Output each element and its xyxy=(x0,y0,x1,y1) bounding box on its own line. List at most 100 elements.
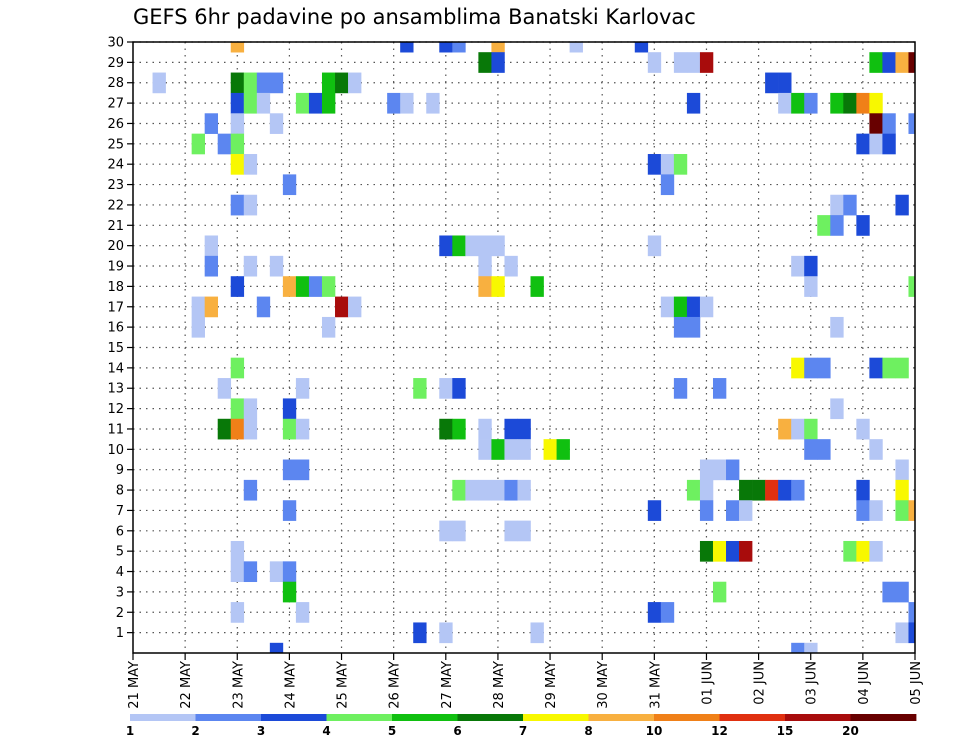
precip-cell xyxy=(204,255,219,277)
precip-cell xyxy=(243,418,258,440)
precip-cell xyxy=(243,398,258,420)
precip-cell xyxy=(504,439,518,460)
precip-cell xyxy=(804,276,818,297)
precip-cell xyxy=(452,418,466,440)
precip-cell xyxy=(491,235,505,257)
precip-cell xyxy=(321,92,336,114)
precip-cell xyxy=(908,500,916,521)
precip-cell xyxy=(269,113,284,134)
precip-cell xyxy=(413,622,427,644)
precip-cell xyxy=(569,42,583,53)
precip-cell xyxy=(699,459,714,481)
precip-cell xyxy=(856,133,870,155)
precip-cell xyxy=(335,72,349,94)
precip-cell xyxy=(478,255,492,277)
precip-cell xyxy=(686,52,701,73)
precip-cell xyxy=(830,215,844,236)
precip-cell xyxy=(269,255,284,277)
precip-cell xyxy=(243,561,258,583)
precip-cell xyxy=(686,296,701,318)
precip-cell xyxy=(217,418,232,440)
colorbar-swatch xyxy=(785,714,851,721)
precip-cell xyxy=(230,561,245,583)
precip-cell xyxy=(895,52,909,73)
colorbar-legend: 1 2 3 4 5 6 7 8 10 12 15 20 xyxy=(126,714,917,738)
precip-cell xyxy=(895,459,909,481)
precip-cell xyxy=(452,42,466,53)
precip-cell xyxy=(856,479,870,501)
x-tick-label: 24 MAY xyxy=(283,661,298,709)
precip-cell xyxy=(256,72,271,94)
precip-cell xyxy=(686,92,701,114)
precip-cell xyxy=(804,357,818,379)
y-tick-label: 21 xyxy=(107,219,124,234)
precip-cell xyxy=(856,215,870,236)
precip-cell xyxy=(204,113,219,134)
y-tick-label: 15 xyxy=(107,341,124,356)
precip-cell xyxy=(869,500,883,521)
precip-cell xyxy=(191,296,205,318)
precip-cell xyxy=(282,174,297,196)
precip-cell xyxy=(843,92,857,114)
precip-cell xyxy=(295,378,310,399)
precip-cell xyxy=(791,418,805,440)
precip-cell xyxy=(660,174,675,196)
x-tick-label: 31 MAY xyxy=(648,661,663,709)
precip-cell xyxy=(673,52,688,73)
precip-cell xyxy=(387,92,401,114)
precip-cell xyxy=(256,296,271,318)
precip-cell xyxy=(282,418,297,440)
precip-cell xyxy=(830,92,844,114)
precip-cell xyxy=(295,459,310,481)
precip-cell xyxy=(282,500,297,521)
precip-cell xyxy=(491,276,505,297)
precip-cell xyxy=(634,42,649,53)
precip-cell xyxy=(478,276,492,297)
precip-cell xyxy=(856,500,870,521)
precip-cell xyxy=(712,378,727,399)
x-tick-label: 28 MAY xyxy=(492,661,507,709)
precip-cell xyxy=(452,378,466,399)
y-tick-label: 3 xyxy=(116,585,124,600)
precip-cell xyxy=(908,113,916,134)
precip-cell xyxy=(699,52,714,73)
precip-cell xyxy=(230,357,245,379)
precip-cell xyxy=(452,520,466,542)
y-tick-label: 4 xyxy=(116,565,124,580)
precip-cell xyxy=(804,642,818,654)
precip-cell xyxy=(882,133,896,155)
precip-cell xyxy=(699,540,714,562)
precip-cell xyxy=(673,154,688,175)
precip-cell xyxy=(778,418,792,440)
precip-cell xyxy=(739,500,753,521)
y-tick-label: 9 xyxy=(116,463,124,478)
precip-cell xyxy=(817,215,831,236)
precip-cell xyxy=(452,235,466,257)
precip-cell xyxy=(478,235,492,257)
colorbar-label: 20 xyxy=(842,724,859,738)
precip-cell xyxy=(739,479,753,501)
precip-cell xyxy=(869,113,883,134)
precip-cell xyxy=(282,398,297,420)
colorbar-swatch xyxy=(392,714,458,721)
precip-cell xyxy=(660,296,675,318)
colorbar-label: 2 xyxy=(191,724,199,738)
y-tick-label: 25 xyxy=(107,137,124,152)
x-tick-label: 21 MAY xyxy=(127,661,142,709)
precip-cell xyxy=(908,52,916,73)
precip-cell xyxy=(804,439,818,460)
precip-cell xyxy=(243,72,258,94)
precip-cell xyxy=(243,154,258,175)
y-tick-label: 8 xyxy=(116,484,124,499)
colorbar-swatch xyxy=(130,714,196,721)
precip-cell xyxy=(647,500,662,521)
precip-cell xyxy=(400,92,414,114)
precip-cell xyxy=(204,235,219,257)
x-tick-label: 30 MAY xyxy=(596,661,611,709)
precip-cell xyxy=(895,357,909,379)
precip-cell xyxy=(217,378,232,399)
colorbar-label: 7 xyxy=(519,724,527,738)
precip-cell xyxy=(647,235,662,257)
precip-cell xyxy=(230,133,245,155)
precip-cell xyxy=(699,500,714,521)
